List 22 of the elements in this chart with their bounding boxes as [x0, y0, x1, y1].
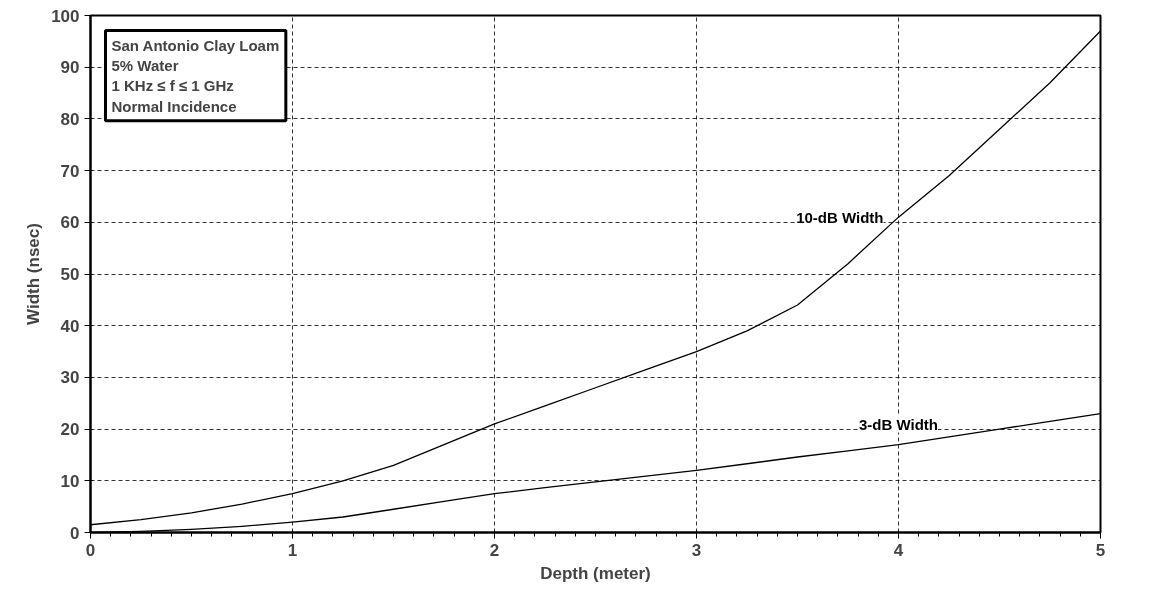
y-tick-label: 20 [60, 420, 80, 440]
x-tick-label: 2 [489, 540, 500, 560]
y-tick-label: 40 [60, 316, 80, 336]
y-tick-label: 60 [60, 213, 80, 233]
y-tick-label: 90 [60, 58, 80, 78]
y-tick-label: 50 [60, 265, 80, 284]
annotation: San Antonio Clay Loam 5% Water 1 KHz ≤ f ≤ 1 GHz Normal Incidence [111, 36, 280, 115]
series-label: 3-dB Width [858, 415, 939, 433]
y-tick-label: 0 [70, 523, 80, 543]
y-tick-label: 10 [60, 471, 80, 491]
y-axis-title: Width (nsec) [24, 223, 44, 325]
series-label: 10-dB Width [796, 208, 884, 226]
x-tick-label: 0 [85, 540, 96, 560]
y-tick-label: 70 [60, 161, 80, 181]
x-axis-title: Depth (meter) [540, 563, 651, 583]
y-tick-label: 80 [60, 109, 80, 129]
x-tick-label: 3 [691, 540, 702, 560]
y-tick-label: 100 [51, 6, 80, 26]
y-tick-label: 30 [60, 368, 80, 388]
x-tick-label: 1 [287, 540, 298, 560]
x-tick-label: 5 [1095, 540, 1106, 560]
x-tick-label: 4 [893, 540, 904, 560]
